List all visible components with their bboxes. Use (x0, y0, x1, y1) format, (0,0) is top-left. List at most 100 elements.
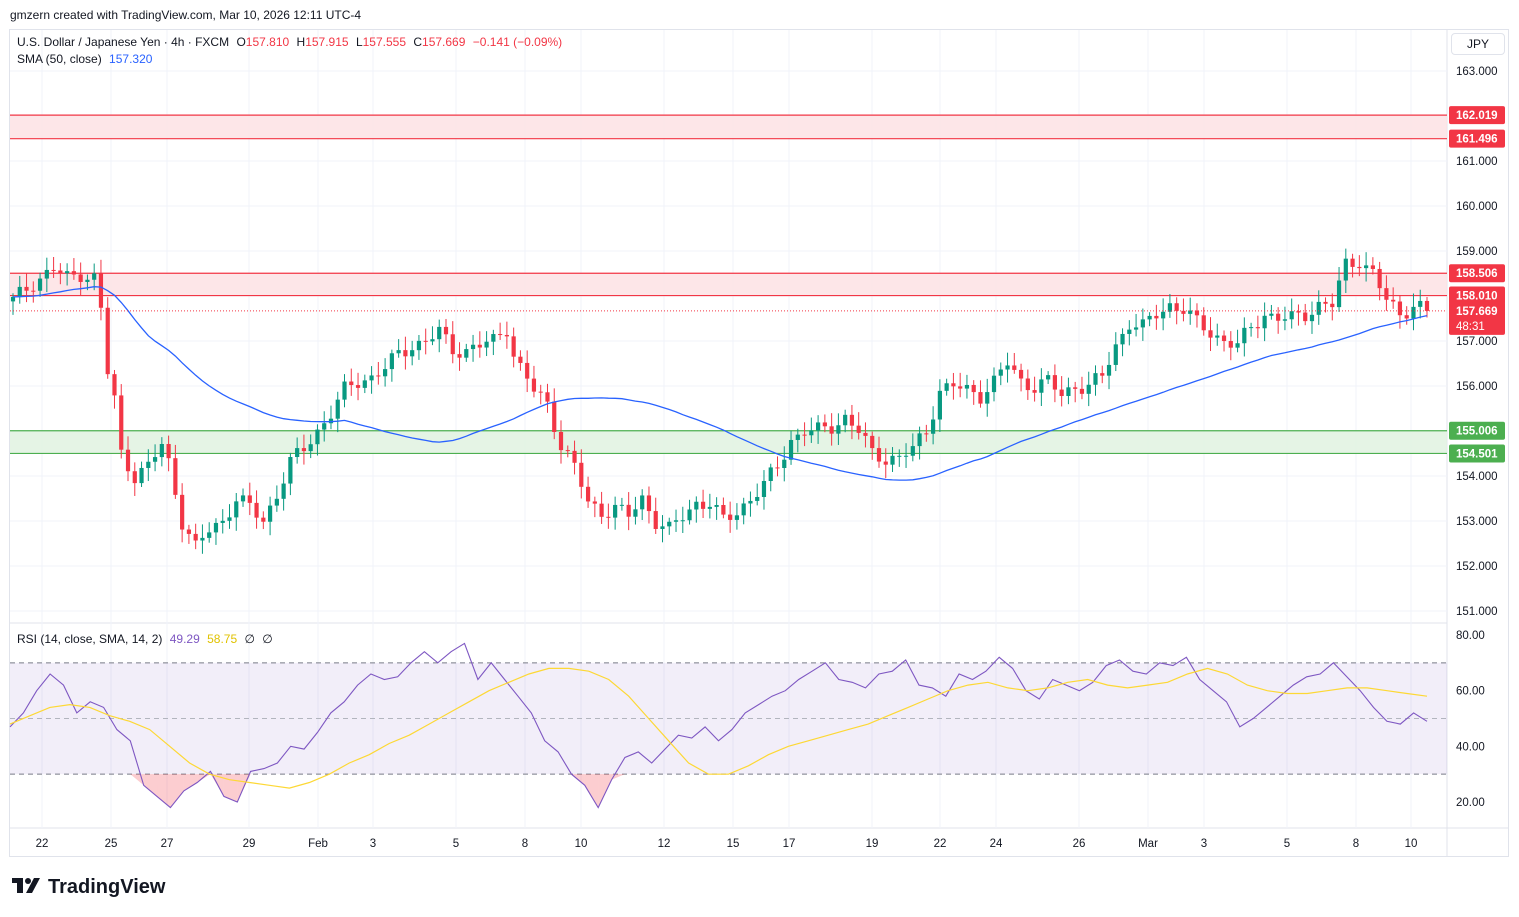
low-value: 157.555 (362, 35, 407, 49)
rsi-oversold-fill (183, 774, 198, 791)
high-label: H (296, 35, 306, 49)
resistance-price-tag (1449, 264, 1505, 283)
candle-down (1174, 303, 1179, 311)
candle-down (863, 432, 868, 436)
time-axis-tick-label: Feb (308, 838, 328, 850)
candle-up (897, 455, 902, 457)
candle-up (1086, 384, 1091, 394)
currency-unit-button[interactable]: JPY (1451, 33, 1505, 55)
open-label: O (236, 35, 246, 49)
candle-down (301, 448, 307, 452)
candle-up (484, 341, 489, 348)
rsi-axis-tick-label: 80.00 (1456, 630, 1485, 642)
candle-up (491, 334, 496, 342)
rsi-oversold-fill (157, 774, 171, 808)
candle-up (761, 480, 767, 497)
candle-up (694, 501, 699, 510)
support-price-tag (1449, 444, 1505, 463)
candle-up (65, 271, 70, 274)
candle-down (958, 386, 963, 389)
low-label: L (355, 35, 363, 49)
candle-up (843, 414, 848, 426)
candle-up (836, 425, 841, 434)
candle-up (673, 520, 679, 522)
candle-down (125, 449, 131, 472)
candle-up (227, 517, 232, 521)
candle-down (646, 495, 652, 512)
resistance-price-tag-value: 158.010 (1456, 291, 1498, 303)
candle-up (240, 495, 246, 502)
candle-up (910, 446, 915, 456)
candle-up (687, 509, 692, 521)
symbol-label[interactable]: U.S. Dollar / Japanese Yen · 4h · FXCM (17, 35, 230, 49)
candle-down (450, 334, 455, 355)
candle-up (220, 520, 225, 523)
candle-up (714, 504, 719, 507)
candle-up (44, 269, 49, 279)
candle-up (1127, 329, 1132, 334)
tradingview-logo[interactable]: TradingView (12, 876, 165, 899)
candle-up (1147, 315, 1152, 320)
candle-down (1391, 299, 1396, 302)
open-value: 157.810 (245, 35, 290, 49)
candle-down (180, 494, 185, 530)
candle-down (856, 425, 861, 433)
candle-up (1248, 327, 1254, 329)
candle-up (1336, 280, 1342, 308)
candle-up (782, 459, 787, 469)
close-value: 157.669 (422, 35, 466, 49)
candle-down (606, 516, 611, 518)
support-price-tag-value: 154.501 (1456, 448, 1498, 460)
candle-up (200, 537, 205, 541)
rsi-axis-tick-label: 40.00 (1456, 741, 1485, 753)
time-axis-tick-label: 19 (866, 838, 879, 850)
candle-down (1303, 312, 1308, 322)
candle-up (1269, 313, 1274, 316)
candle-up (1005, 365, 1010, 370)
tradingview-logo-icon (12, 876, 42, 899)
candle-up (633, 509, 638, 517)
candle-up (281, 483, 286, 499)
candle-down (700, 501, 706, 509)
rsi-oversold-fill (584, 774, 599, 808)
candle-up (159, 443, 164, 458)
candle-up (1167, 303, 1173, 312)
rsi-oversold-fill (130, 774, 144, 786)
close-label: C (413, 35, 423, 49)
candle-down (1255, 327, 1260, 329)
candle-up (308, 444, 313, 452)
resistance-price-tag-value: 162.019 (1456, 110, 1498, 122)
candle-up (788, 439, 794, 460)
time-axis-tick-label: 8 (522, 838, 528, 850)
candle-up (734, 515, 740, 520)
candle-up (1411, 306, 1416, 319)
candle-up (816, 422, 821, 431)
bar-countdown-label: 48:31 (1456, 321, 1485, 333)
candle-up (1418, 300, 1423, 307)
candle-down (166, 443, 171, 459)
rsi-label[interactable]: RSI (14, close, SMA, 14, 2) (17, 632, 163, 646)
candle-down (1032, 390, 1037, 393)
candle-down (870, 435, 875, 449)
candle-up (1242, 327, 1247, 344)
time-axis-tick-label: 25 (105, 838, 118, 850)
candle-down (1397, 301, 1403, 316)
candle-up (1188, 310, 1193, 314)
last-price-tag (1449, 301, 1505, 335)
candle-down (579, 462, 584, 487)
candle-up (37, 278, 43, 291)
candle-down (457, 354, 462, 358)
candle-down (1073, 387, 1078, 389)
candle-down (883, 461, 888, 465)
candle-down (585, 486, 591, 502)
candle-up (396, 350, 401, 354)
candle-down (775, 467, 780, 469)
candle-up (1316, 301, 1321, 315)
candle-up (389, 353, 394, 370)
candle-down (193, 533, 198, 541)
candle-up (1120, 333, 1125, 345)
sma-label[interactable]: SMA (50, close) (17, 52, 102, 66)
candle-up (139, 467, 144, 484)
candle-down (1208, 330, 1213, 338)
